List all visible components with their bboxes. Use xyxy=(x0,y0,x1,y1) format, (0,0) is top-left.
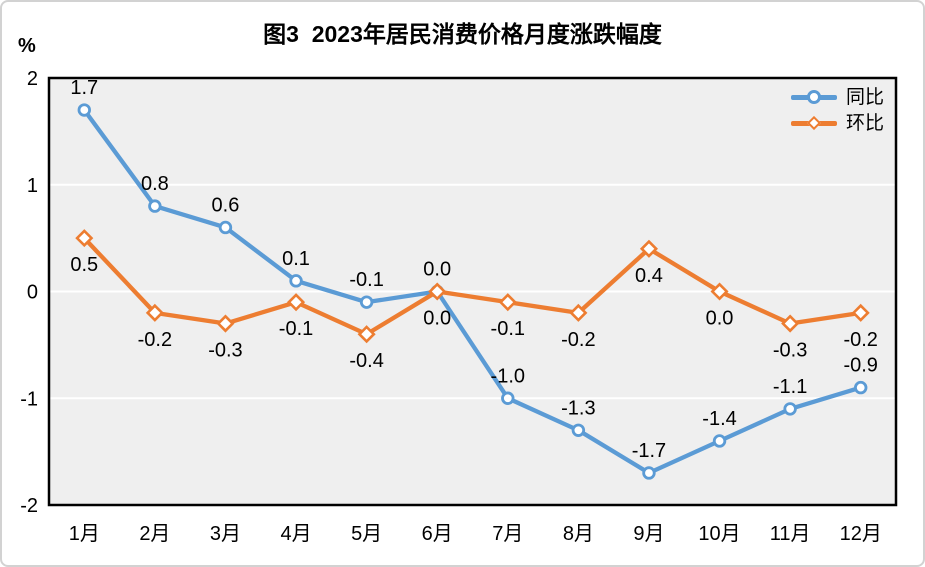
y-tick-label: -2 xyxy=(20,495,38,517)
data-point-yoy xyxy=(501,391,515,405)
data-point-yoy xyxy=(77,103,91,117)
data-point-yoy xyxy=(712,434,727,448)
x-tick-label: 3月 xyxy=(210,523,241,545)
legend-item-yoy: 同比 xyxy=(791,86,884,108)
data-point-yoy xyxy=(854,380,868,395)
data-label-mom: -0.2 xyxy=(138,329,172,351)
data-label-mom: 0.0 xyxy=(706,308,734,330)
series-line-yoy xyxy=(82,107,863,476)
x-tick-label: 1月 xyxy=(69,523,100,545)
legend-label-mom: 环比 xyxy=(846,112,885,134)
x-tick-label: 4月 xyxy=(280,523,311,545)
y-tick-label: 2 xyxy=(27,68,38,90)
data-point-mom xyxy=(287,293,306,312)
data-label-yoy: -1.1 xyxy=(773,376,807,398)
mom-line-swatch xyxy=(791,115,837,131)
data-label-yoy: -0.1 xyxy=(349,269,383,291)
data-point-mom xyxy=(569,303,588,322)
data-label-mom: -0.2 xyxy=(561,329,595,351)
data-label-yoy: -1.4 xyxy=(702,408,736,430)
data-label-yoy: 0.0 xyxy=(423,259,451,281)
legend-label-yoy: 同比 xyxy=(846,86,885,108)
data-point-yoy xyxy=(783,402,797,416)
x-tick-label: 11月 xyxy=(770,523,811,545)
data-label-mom: 0.5 xyxy=(70,254,98,276)
data-label-yoy: 0.6 xyxy=(212,194,240,216)
data-label-mom: -0.1 xyxy=(491,318,525,340)
series-line-mom xyxy=(82,235,863,337)
data-label-yoy: -1.3 xyxy=(561,397,595,419)
data-label-mom: 0.0 xyxy=(423,308,451,330)
data-label-yoy: -0.9 xyxy=(843,355,877,377)
x-tick-label: 10月 xyxy=(698,523,740,545)
x-tick-label: 8月 xyxy=(563,523,594,545)
data-point-yoy xyxy=(642,466,656,480)
data-point-yoy xyxy=(218,220,233,235)
legend: 同比 环比 xyxy=(791,86,884,134)
data-label-mom: -0.1 xyxy=(279,318,313,340)
data-label-mom: -0.3 xyxy=(208,340,242,362)
data-point-mom xyxy=(781,314,800,333)
data-point-mom xyxy=(428,282,447,301)
data-point-yoy xyxy=(571,423,586,437)
plot-border xyxy=(47,76,898,507)
x-tick-label: 6月 xyxy=(422,523,453,545)
data-point-mom xyxy=(357,325,376,344)
data-point-mom xyxy=(75,229,94,248)
data-point-yoy xyxy=(148,199,162,213)
data-label-yoy: 0.8 xyxy=(141,173,169,195)
data-point-mom xyxy=(710,282,729,301)
y-tick-label: 0 xyxy=(27,282,38,304)
data-label-mom: 0.4 xyxy=(635,265,663,287)
y-tick-label: 1 xyxy=(27,175,38,197)
y-axis-unit-label: % xyxy=(18,35,36,57)
data-point-mom xyxy=(216,314,235,333)
yoy-line-swatch xyxy=(791,90,837,104)
x-tick-label: 7月 xyxy=(492,523,523,545)
data-label-mom: -0.3 xyxy=(773,340,807,362)
data-label-yoy: 1.7 xyxy=(70,77,98,99)
data-point-mom xyxy=(145,303,164,322)
x-tick-label: 2月 xyxy=(139,523,170,545)
data-point-yoy xyxy=(289,274,303,288)
x-tick-label: 5月 xyxy=(351,523,382,545)
data-point-mom xyxy=(851,303,870,322)
chart-title: 图3 2023年居民消费价格月度涨跌幅度 xyxy=(263,21,662,47)
data-label-yoy: -1.7 xyxy=(632,440,666,462)
data-point-mom xyxy=(498,293,517,312)
legend-item-mom: 环比 xyxy=(791,112,884,134)
y-tick-label: -1 xyxy=(20,388,38,410)
data-point-yoy xyxy=(359,295,374,309)
x-tick-label: 9月 xyxy=(633,523,664,545)
data-point-mom xyxy=(639,239,658,258)
circle-marker-icon xyxy=(807,90,821,104)
data-label-mom: -0.4 xyxy=(349,350,383,372)
diamond-marker-icon xyxy=(806,115,822,131)
data-label-yoy: 0.1 xyxy=(282,248,310,270)
data-label-mom: -0.2 xyxy=(843,329,877,351)
x-tick-label: 12月 xyxy=(840,523,882,545)
data-label-yoy: -1.0 xyxy=(491,365,525,387)
